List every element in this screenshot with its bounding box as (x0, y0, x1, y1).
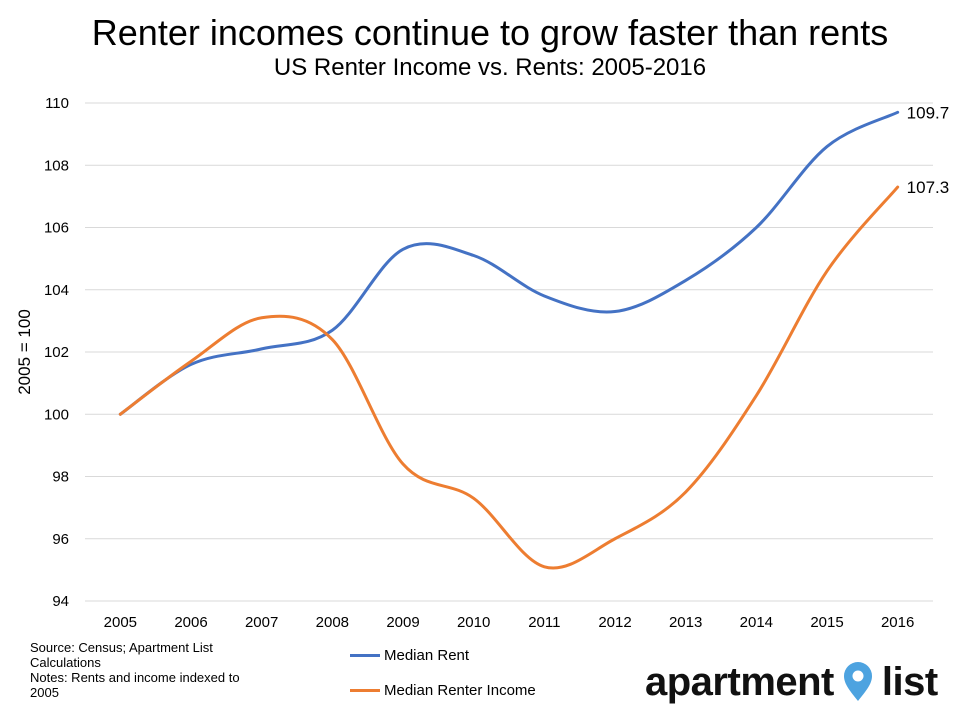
x-tick-label: 2013 (669, 614, 702, 631)
y-tick-label: 94 (52, 593, 69, 610)
x-tick-label: 2008 (316, 614, 349, 631)
apartment-list-logo: apartment list (645, 660, 938, 704)
chart-subtitle: US Renter Income vs. Rents: 2005-2016 (273, 54, 707, 81)
chart-title: Renter incomes continue to grow faster t… (91, 12, 889, 53)
y-axis-label: 2005 = 100 (15, 309, 34, 395)
series-lines (118, 110, 900, 570)
gridlines (85, 102, 933, 602)
end-value-label: 109.7 (907, 103, 950, 122)
y-tick-label: 100 (44, 406, 69, 423)
legend-swatch-income (350, 689, 380, 692)
y-tick-label: 98 (52, 469, 69, 486)
legend-label-income: Median Renter Income (384, 682, 536, 699)
x-tick-label: 2007 (245, 614, 278, 631)
legend-swatch-rent (350, 654, 380, 657)
y-tick-label: 102 (44, 344, 69, 361)
x-tick-label: 2006 (174, 614, 207, 631)
x-tick-label: 2011 (528, 614, 560, 631)
y-tick-label: 104 (44, 282, 69, 299)
x-tick-label: 2016 (881, 614, 914, 631)
legend-item-median-renter-income: Median Renter Income (350, 682, 536, 699)
notes-line: Notes: Rents and income indexed to 2005 (30, 670, 240, 700)
x-tick-label: 2005 (104, 614, 137, 631)
logo-text-apartment: apartment (645, 660, 834, 704)
x-tick-label: 2014 (740, 614, 773, 631)
x-tick-label: 2010 (457, 614, 490, 631)
end-value-label: 107.3 (907, 178, 950, 197)
median-rent-line (118, 110, 900, 416)
y-tick-label: 110 (45, 95, 69, 112)
logo-text-list: list (881, 660, 938, 704)
legend-item-median-rent: Median Rent (350, 647, 469, 664)
x-tick-label: 2015 (810, 614, 843, 631)
source-note: Source: Census; Apartment List Calculati… (30, 640, 270, 700)
x-tick-label: 2012 (598, 614, 631, 631)
x-tick-label: 2009 (386, 614, 419, 631)
median-renter-income-line (118, 185, 900, 570)
y-tick-label: 96 (52, 531, 69, 548)
end-labels: 109.7 107.3 (907, 103, 950, 197)
source-line: Source: Census; Apartment List Calculati… (30, 640, 213, 670)
y-tick-labels: 94 96 98 100 102 104 106 108 110 (44, 95, 69, 610)
map-pin-icon (843, 662, 872, 701)
y-tick-label: 108 (44, 157, 69, 174)
x-tick-labels: 2005 2006 2007 2008 2009 2010 2011 2012 2013 2014… (104, 614, 915, 631)
legend-label-rent: Median Rent (384, 647, 470, 664)
y-tick-label: 106 (44, 220, 69, 237)
